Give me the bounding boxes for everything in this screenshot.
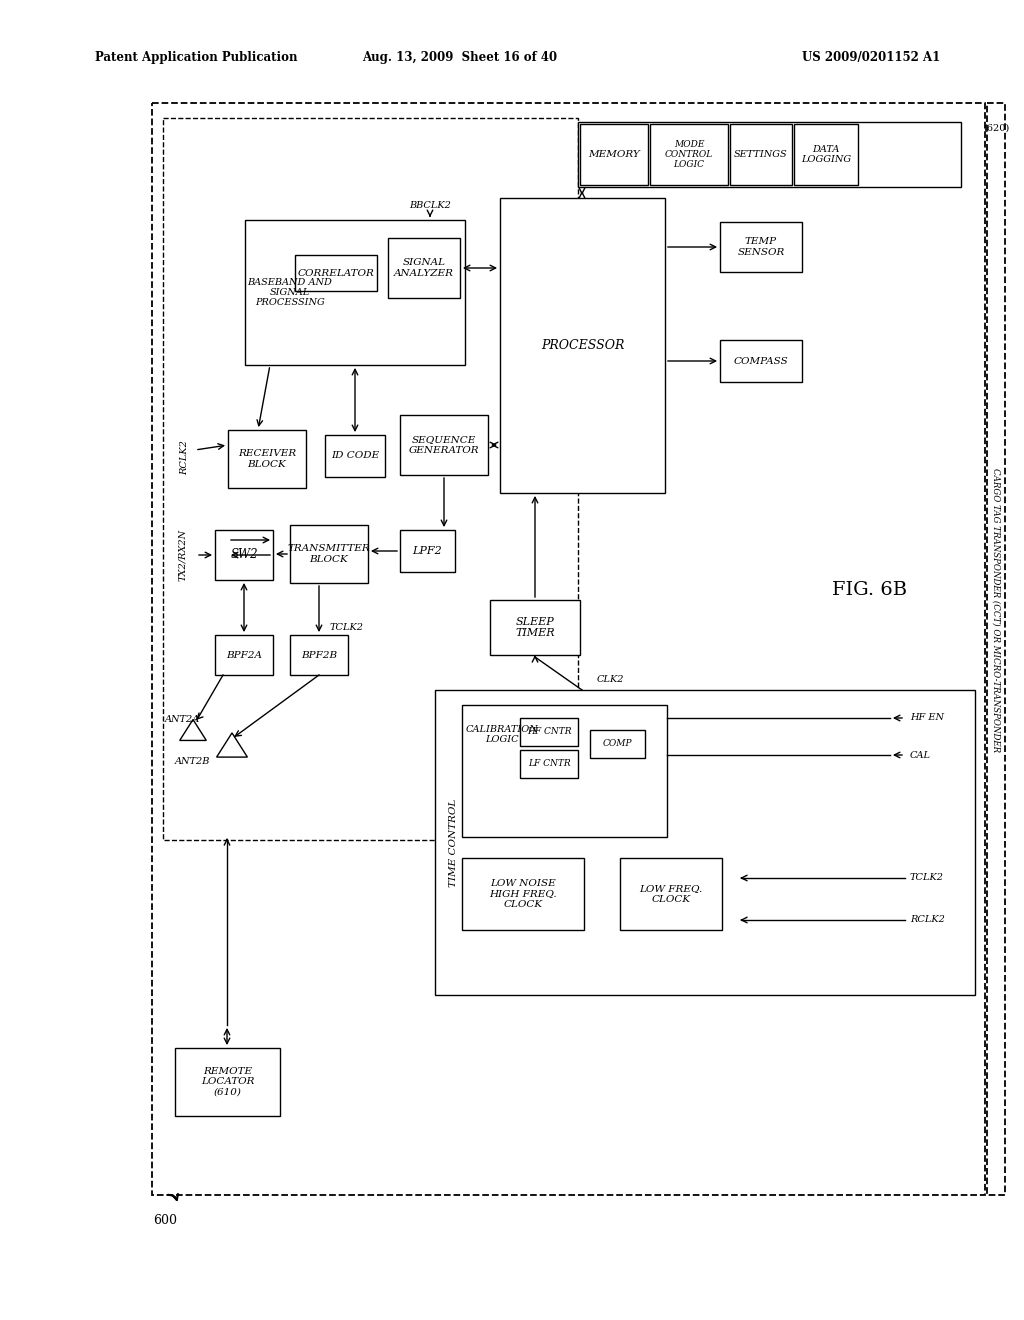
Text: HF CNTR: HF CNTR <box>526 727 571 737</box>
Bar <box>650 124 728 185</box>
Text: SLEEP
TIMER: SLEEP TIMER <box>515 616 555 639</box>
Text: BPF2A: BPF2A <box>226 651 262 660</box>
Text: SETTINGS: SETTINGS <box>734 150 787 158</box>
Bar <box>500 198 665 492</box>
Bar <box>987 103 1005 1195</box>
Bar <box>175 1048 280 1115</box>
Bar <box>620 858 722 931</box>
Text: LPF2: LPF2 <box>413 546 442 556</box>
Bar <box>462 705 667 837</box>
Text: CORRELATOR: CORRELATOR <box>298 268 375 277</box>
Bar <box>245 220 465 366</box>
Text: DATA
LOGGING: DATA LOGGING <box>801 145 851 164</box>
Bar <box>152 103 985 1195</box>
Bar <box>388 238 460 298</box>
Bar <box>794 124 858 185</box>
Text: PROCESSOR: PROCESSOR <box>541 339 625 352</box>
Bar <box>490 601 580 655</box>
Text: (620): (620) <box>983 124 1009 132</box>
Text: TX2/RX2N: TX2/RX2N <box>178 529 187 581</box>
Bar <box>730 124 792 185</box>
Bar <box>520 718 578 746</box>
Text: FIG. 6B: FIG. 6B <box>833 581 907 599</box>
Text: COMPASS: COMPASS <box>733 356 788 366</box>
Text: BBCLK2: BBCLK2 <box>409 201 451 210</box>
Text: COMP: COMP <box>603 739 632 748</box>
Bar <box>163 117 578 840</box>
Bar <box>215 531 273 579</box>
Text: TCLK2: TCLK2 <box>330 623 364 632</box>
Bar <box>578 121 961 187</box>
Bar <box>462 858 584 931</box>
Text: ID CODE: ID CODE <box>331 451 379 461</box>
Bar <box>590 730 645 758</box>
Text: 600: 600 <box>153 1213 177 1226</box>
Bar <box>325 436 385 477</box>
Text: SIGNAL
ANALYZER: SIGNAL ANALYZER <box>394 259 454 277</box>
Text: CAL: CAL <box>910 751 931 759</box>
Bar <box>580 124 648 185</box>
Text: CLK2: CLK2 <box>596 676 624 685</box>
Text: BPF2B: BPF2B <box>301 651 337 660</box>
Text: SEQUENCE
GENERATOR: SEQUENCE GENERATOR <box>409 436 479 454</box>
Text: HF EN: HF EN <box>910 714 944 722</box>
Bar <box>520 750 578 777</box>
Text: MEMORY: MEMORY <box>588 150 640 158</box>
Text: RCLK2: RCLK2 <box>180 441 189 475</box>
Bar <box>215 635 273 675</box>
Text: ANT2A: ANT2A <box>165 715 201 725</box>
Text: BASEBAND AND
SIGNAL
PROCESSING: BASEBAND AND SIGNAL PROCESSING <box>248 277 333 308</box>
Text: LOW FREQ.
CLOCK: LOW FREQ. CLOCK <box>639 884 702 904</box>
Text: SW2: SW2 <box>230 549 258 561</box>
Text: Patent Application Publication: Patent Application Publication <box>95 50 298 63</box>
Bar <box>295 255 377 290</box>
Text: LOW NOISE
HIGH FREQ.
CLOCK: LOW NOISE HIGH FREQ. CLOCK <box>489 879 557 909</box>
Text: CALIBRATION
LOGIC: CALIBRATION LOGIC <box>466 725 539 744</box>
Text: MODE
CONTROL
LOGIC: MODE CONTROL LOGIC <box>665 140 713 169</box>
Bar <box>400 531 455 572</box>
Text: LF CNTR: LF CNTR <box>527 759 570 768</box>
Bar <box>720 222 802 272</box>
Text: TEMP
SENSOR: TEMP SENSOR <box>737 238 784 256</box>
Bar <box>720 341 802 381</box>
Text: TIME CONTROL: TIME CONTROL <box>449 799 458 887</box>
Bar <box>228 430 306 488</box>
Text: TRANSMITTER
BLOCK: TRANSMITTER BLOCK <box>288 544 371 564</box>
Bar <box>290 635 348 675</box>
Text: RCLK2: RCLK2 <box>910 916 945 924</box>
Text: RECEIVER
BLOCK: RECEIVER BLOCK <box>238 449 296 469</box>
Text: CARGO TAG TRANSPONDER (CCT) OR MICRO-TRANSPONDER: CARGO TAG TRANSPONDER (CCT) OR MICRO-TRA… <box>991 467 1000 752</box>
Text: REMOTE
LOCATOR
(610): REMOTE LOCATOR (610) <box>201 1067 254 1097</box>
Bar <box>290 525 368 583</box>
Text: ANT2B: ANT2B <box>175 758 210 767</box>
Bar <box>435 690 975 995</box>
Text: Aug. 13, 2009  Sheet 16 of 40: Aug. 13, 2009 Sheet 16 of 40 <box>362 50 557 63</box>
Bar <box>400 414 488 475</box>
Text: TCLK2: TCLK2 <box>910 874 944 883</box>
Text: US 2009/0201152 A1: US 2009/0201152 A1 <box>802 50 940 63</box>
